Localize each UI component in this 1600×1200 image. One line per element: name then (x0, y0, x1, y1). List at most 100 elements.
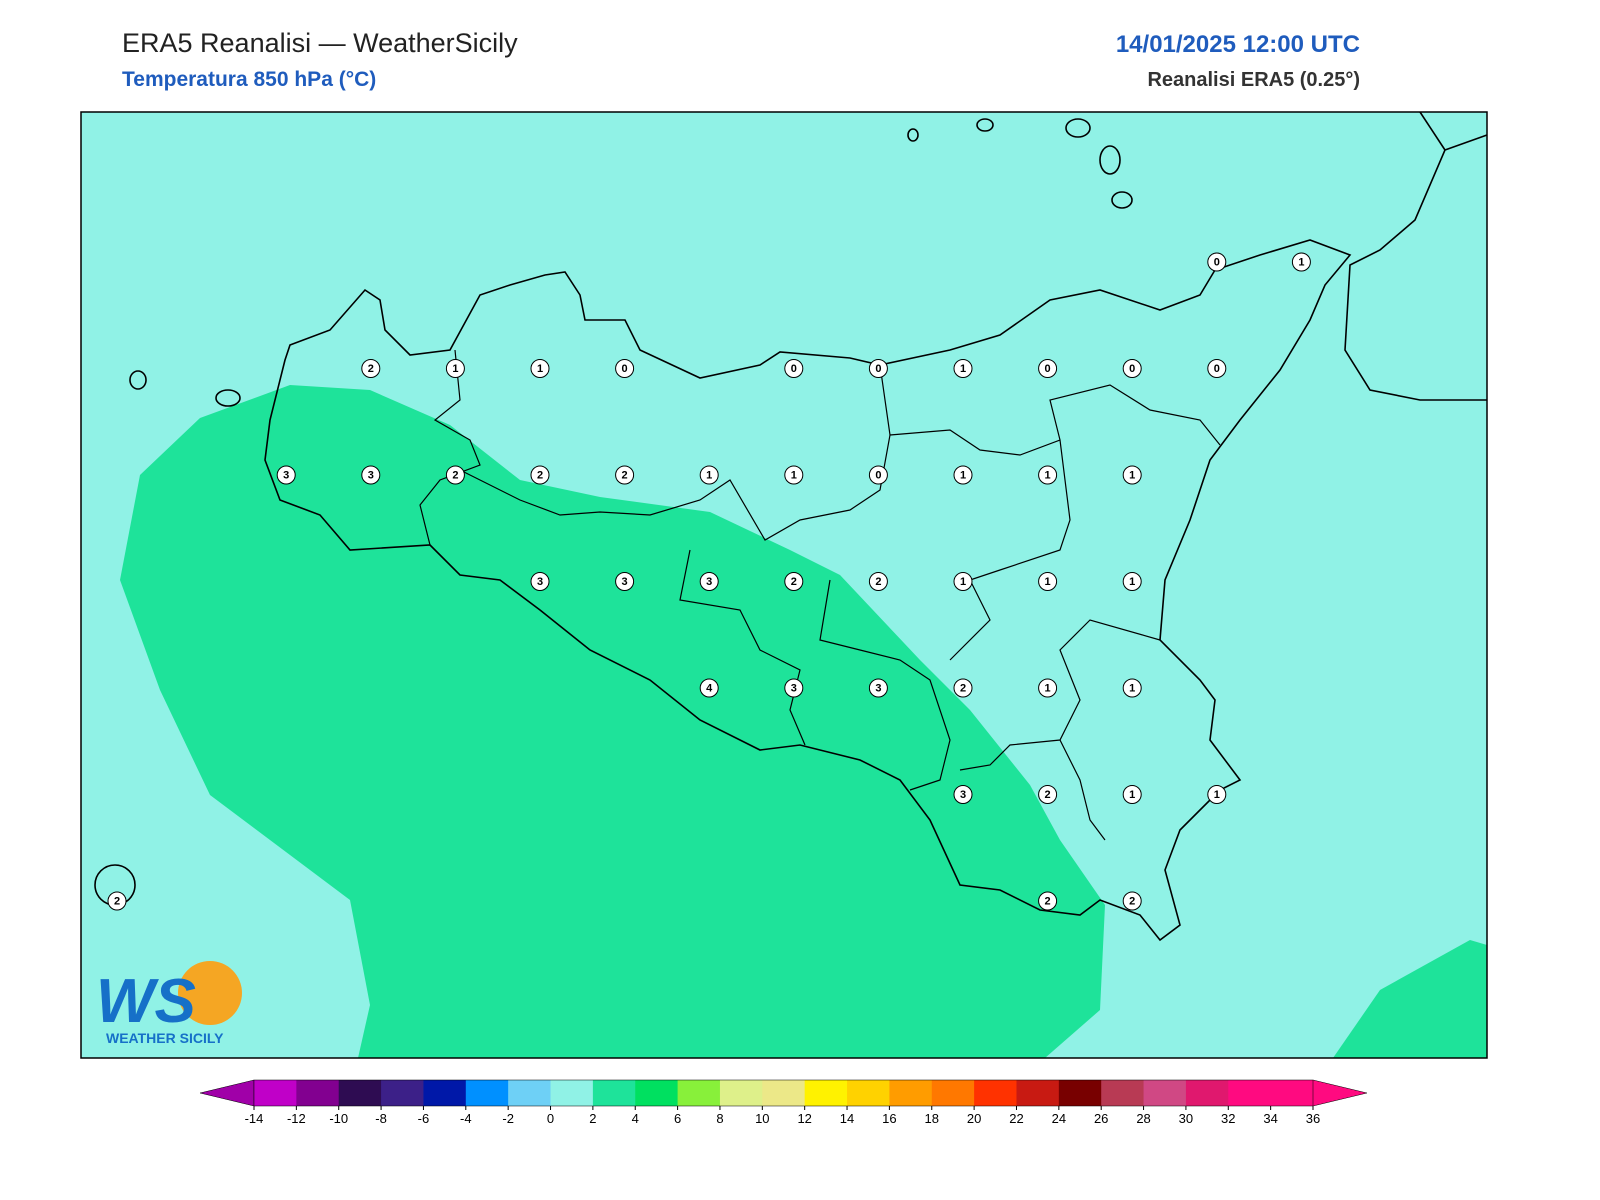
station-marker (699, 465, 719, 485)
colorbar-tick-label: 20 (967, 1111, 981, 1126)
station-value: 1 (1045, 470, 1051, 482)
station-marker (361, 465, 381, 485)
station: 0 (868, 359, 888, 378)
colorbar-tick-label: 32 (1221, 1111, 1235, 1126)
station-marker (1038, 465, 1058, 485)
colorbar-tick-label: -12 (287, 1111, 306, 1126)
station-value: 0 (1214, 257, 1220, 269)
station-value: 1 (1129, 470, 1135, 482)
station-value: 2 (960, 683, 966, 695)
station-value: 3 (960, 789, 966, 801)
station-marker (953, 678, 973, 698)
map-frame (80, 111, 1488, 1059)
station-marker (868, 465, 888, 485)
title: ERA5 Reanalisi — WeatherSicily (122, 28, 518, 58)
colorbar-band (550, 1080, 594, 1106)
station-value: 0 (622, 363, 628, 375)
station: 1 (1207, 785, 1227, 804)
station-marker (953, 359, 973, 378)
station: 1 (530, 359, 550, 378)
station-value: 2 (1045, 896, 1051, 908)
station: 3 (868, 678, 888, 698)
station-value: 1 (1129, 683, 1135, 695)
station-value: 2 (1129, 896, 1135, 908)
station: 1 (1038, 572, 1058, 591)
colorbar-band (465, 1080, 509, 1106)
station-value: 0 (791, 363, 797, 375)
station-marker (953, 785, 973, 804)
station-marker (1038, 572, 1058, 591)
station-value: 3 (283, 470, 289, 482)
colorbar-tick-label: 34 (1263, 1111, 1277, 1126)
colorbar-band (1101, 1080, 1145, 1106)
station: 0 (868, 465, 888, 485)
station-value: 1 (1045, 576, 1051, 588)
station-value: 1 (452, 363, 458, 375)
colorbar-tick-label: 14 (840, 1111, 854, 1126)
station-marker (615, 572, 635, 591)
colorbar-band (1016, 1080, 1060, 1106)
contour-area (120, 385, 1105, 1058)
station-value: 0 (1045, 363, 1051, 375)
station-value: 2 (537, 470, 543, 482)
station-marker (1122, 572, 1142, 591)
islands (94, 118, 1133, 906)
station-marker (1122, 465, 1142, 485)
station: 2 (953, 678, 973, 698)
colorbar-band (762, 1080, 806, 1106)
station-value: 1 (706, 470, 712, 482)
station-marker (361, 359, 381, 378)
station-marker (107, 891, 127, 911)
station-marker (784, 572, 804, 591)
station-marker (784, 465, 804, 485)
colorbar-tick-label: 12 (797, 1111, 811, 1126)
colorbar-band (1228, 1080, 1272, 1106)
station: 0 (1207, 359, 1227, 378)
source: Reanalisi ERA5 (0.25°) (1147, 69, 1360, 91)
station: 0 (1122, 359, 1142, 378)
station: 0 (615, 359, 635, 378)
station-value: 3 (875, 683, 881, 695)
station: 3 (615, 572, 635, 591)
station: 1 (784, 465, 804, 485)
station: 3 (699, 572, 719, 591)
province-border (419, 349, 1221, 841)
station-value: 1 (960, 576, 966, 588)
datetime: 14/01/2025 12:00 UTC (1116, 31, 1360, 58)
station-value: 0 (875, 470, 881, 482)
logo-sun (178, 961, 242, 1025)
station-marker (1207, 252, 1227, 272)
station-value: 3 (368, 470, 374, 482)
station-value: 0 (1129, 363, 1135, 375)
colorbar-band (974, 1080, 1017, 1106)
station-value: 1 (1045, 683, 1051, 695)
colorbar-band (1185, 1080, 1229, 1106)
colorbar-over (1312, 1079, 1368, 1107)
station-marker (1038, 785, 1058, 804)
colorbar-tick-label: 18 (925, 1111, 939, 1126)
colorbar-band (592, 1080, 636, 1106)
station-value: 1 (1129, 576, 1135, 588)
station-marker (1122, 785, 1142, 804)
station: 1 (953, 572, 973, 591)
colorbar-tick-label: -6 (418, 1111, 430, 1126)
map: 0 1 2 1 1 0 0 0 1 0 0 0 3 3 2 2 2 1 1 0 1 1 1 3 3 3 2 2 1 1 1 4 3 3 2 1 1 3 2 1… (80, 111, 1488, 1059)
station: 1 (1122, 785, 1142, 804)
station: 2 (615, 465, 635, 485)
station-value: 2 (368, 363, 374, 375)
colorbar-under (199, 1079, 255, 1107)
station-marker (1207, 785, 1227, 804)
station: 1 (445, 359, 465, 378)
station-marker (784, 678, 804, 698)
colorbar-band (254, 1080, 297, 1106)
station: 1 (953, 359, 973, 378)
station: 4 (699, 678, 719, 698)
station: 2 (868, 572, 888, 591)
colorbar-band (847, 1080, 890, 1106)
station: 1 (1122, 572, 1142, 591)
station-marker (1038, 359, 1058, 378)
station: 3 (784, 678, 804, 698)
station: 3 (361, 465, 381, 485)
station: 2 (784, 572, 804, 591)
station-marker (953, 572, 973, 591)
